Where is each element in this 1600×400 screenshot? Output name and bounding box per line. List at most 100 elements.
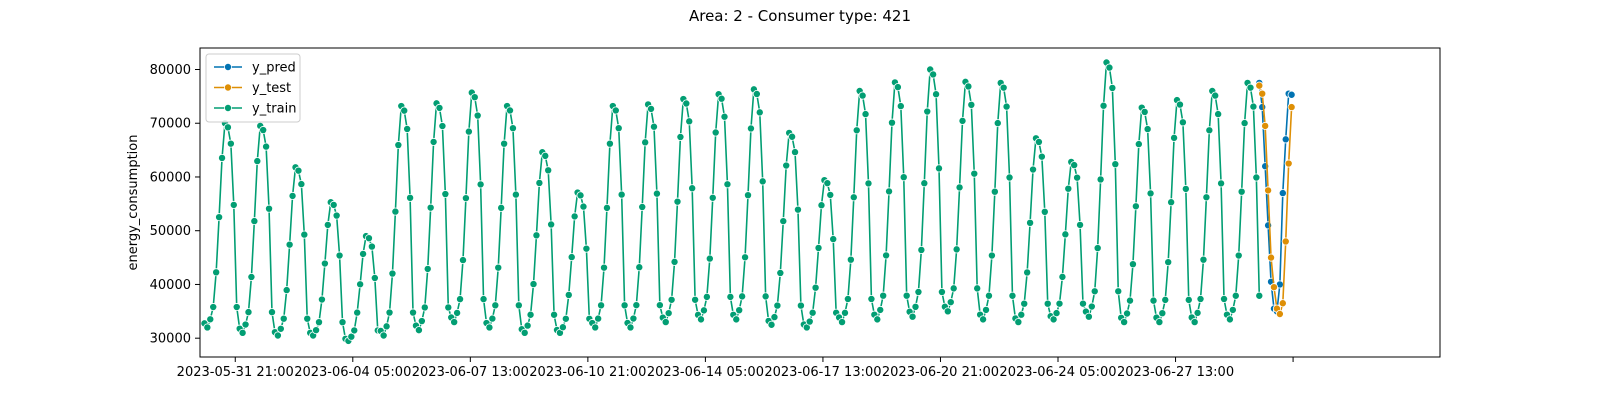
data-point — [426, 203, 435, 212]
data-point — [826, 190, 835, 199]
data-point — [1258, 103, 1267, 112]
x-tick-label: 2023-05-31 21:00 — [177, 365, 294, 380]
data-point — [488, 314, 497, 323]
data-point — [276, 324, 285, 333]
y-tick-label: 70000 — [150, 117, 191, 132]
data-point — [400, 106, 409, 115]
data-point — [929, 70, 938, 79]
data-point — [520, 328, 529, 337]
data-point — [849, 193, 858, 202]
data-point — [887, 118, 896, 127]
series-y-pred — [1255, 78, 1296, 316]
data-point — [867, 294, 876, 303]
data-point — [1052, 309, 1061, 318]
data-point — [811, 283, 820, 292]
data-point — [611, 106, 620, 115]
data-point — [541, 151, 550, 160]
data-point — [212, 268, 221, 277]
series-line — [1258, 85, 1293, 317]
data-point — [1202, 193, 1211, 202]
data-point — [1205, 126, 1214, 135]
legend-item-y-pred: y_pred — [214, 61, 296, 76]
data-point — [920, 179, 929, 188]
data-point — [1084, 312, 1093, 321]
data-point — [984, 291, 993, 300]
data-point — [1252, 173, 1261, 182]
data-point — [735, 306, 744, 315]
data-point — [420, 303, 429, 312]
data-point — [1070, 161, 1079, 170]
data-point — [1034, 137, 1043, 146]
data-point — [720, 112, 729, 121]
data-point — [782, 161, 791, 170]
data-point — [702, 292, 711, 301]
data-point — [1146, 189, 1155, 198]
data-point — [896, 102, 905, 111]
data-point — [1181, 184, 1190, 193]
data-point — [461, 194, 470, 203]
data-point — [417, 317, 426, 326]
legend-label: y_train — [252, 102, 296, 117]
data-point — [479, 295, 488, 304]
data-point — [500, 139, 509, 148]
data-point — [738, 292, 747, 301]
data-point — [1287, 90, 1296, 99]
data-point — [1170, 133, 1179, 142]
data-point — [1064, 184, 1073, 193]
data-point — [320, 259, 329, 268]
data-point — [1017, 310, 1026, 319]
data-point — [952, 245, 961, 254]
data-point — [1196, 294, 1205, 303]
data-point — [1164, 258, 1173, 267]
y-tick-label: 30000 — [150, 332, 191, 347]
data-point — [561, 314, 570, 323]
data-point — [1269, 283, 1278, 292]
data-point — [203, 323, 212, 332]
data-point — [464, 127, 473, 136]
y-tick-label: 50000 — [150, 224, 191, 239]
data-point — [1175, 100, 1184, 109]
data-point — [1023, 268, 1032, 277]
data-point — [429, 137, 438, 146]
data-point — [999, 83, 1008, 92]
data-point — [967, 100, 976, 109]
x-tick-label: 2023-06-27 13:00 — [1117, 365, 1234, 380]
data-point — [414, 326, 423, 335]
data-point — [312, 326, 321, 335]
data-point — [858, 91, 867, 100]
data-point — [267, 308, 276, 317]
data-point — [514, 301, 523, 310]
data-point — [1281, 135, 1290, 144]
data-point — [497, 203, 506, 212]
data-point — [970, 169, 979, 178]
data-point — [655, 301, 664, 310]
data-point — [955, 183, 964, 192]
data-point — [873, 315, 882, 324]
data-point — [626, 323, 635, 332]
data-point — [1255, 81, 1264, 90]
data-point — [817, 201, 826, 210]
data-point — [1149, 296, 1158, 305]
x-tick-label: 2023-06-07 13:00 — [412, 365, 529, 380]
data-point — [379, 331, 388, 340]
data-point — [1258, 89, 1267, 98]
data-point — [682, 99, 691, 108]
data-point — [723, 180, 732, 189]
data-point — [641, 138, 650, 147]
data-point — [1108, 83, 1117, 92]
data-point — [685, 117, 694, 126]
data-point — [1008, 291, 1017, 300]
data-point — [908, 312, 917, 321]
data-point — [1278, 299, 1287, 308]
data-point — [1246, 83, 1255, 92]
data-point — [937, 287, 946, 296]
data-point — [1264, 221, 1273, 230]
data-point — [1275, 310, 1284, 319]
data-point — [676, 132, 685, 141]
data-point — [638, 203, 647, 212]
data-point — [664, 309, 673, 318]
data-point — [602, 203, 611, 212]
data-point — [406, 193, 415, 202]
data-point — [943, 307, 952, 316]
data-point — [223, 123, 232, 132]
